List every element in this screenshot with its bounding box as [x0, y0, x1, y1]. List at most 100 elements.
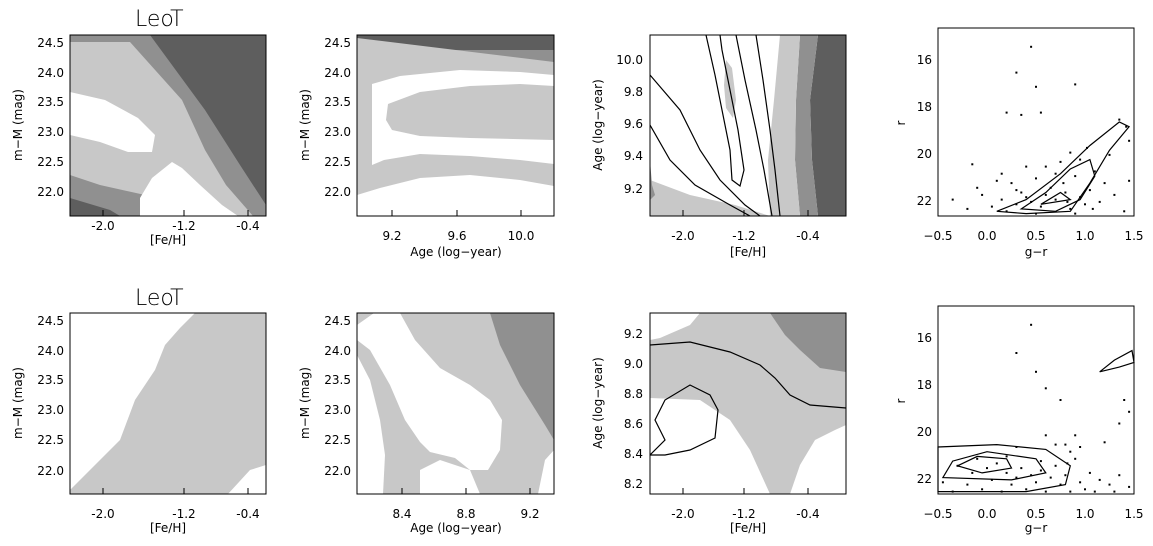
panel-8-star-point: [1025, 488, 1028, 491]
panel-2-xticks: 9.2 9.6 10.0: [382, 210, 534, 243]
panel-4-star-point: [966, 207, 969, 210]
panel-2-yticks: 22.0 22.5 23.0 23.5 24.0 24.5: [324, 36, 351, 199]
panel-7-ylabel: Age (log−year): [591, 357, 605, 449]
panel-8-star-point: [1059, 399, 1062, 401]
panel-8-star-point: [971, 471, 974, 474]
panel-3-contour-outer-left: [650, 74, 761, 216]
panel-4-star-point: [1005, 111, 1008, 114]
panel-8-star-point: [976, 457, 979, 460]
panel-4-star-point: [1074, 175, 1077, 178]
panel-8-star-point: [1074, 457, 1077, 460]
panel-8-star-point: [1030, 323, 1033, 326]
panel-4-star-point: [1093, 170, 1096, 173]
panel-4-star-point: [1044, 165, 1047, 168]
panel-2-ytick-label: 22.0: [324, 185, 351, 199]
panel-3-frame: [649, 34, 847, 217]
panel-8-star-point: [1074, 434, 1077, 437]
panel-6-ylabel: m−M (mag): [298, 367, 312, 439]
panel-4-xtick-label: −0.5: [923, 229, 952, 243]
panel-4-star-point: [1128, 139, 1131, 142]
panel-1-xtick-label: -0.4: [236, 219, 259, 233]
panel-4-star-point: [1079, 196, 1082, 199]
panel-3-xtick-label: -1.2: [732, 229, 755, 243]
panel-3-ytick-label: 9.6: [624, 117, 643, 131]
panel-1-yticks: 22.0 22.5 23.0 23.5 24.0 24.5: [37, 36, 64, 199]
panel-5-ytick-label: 22.0: [37, 464, 64, 478]
panel-8-xtick-label: 0.5: [1026, 507, 1045, 521]
panel-8-xtick-label: 1.0: [1075, 507, 1094, 521]
panel-3-contour-outer-right: [735, 35, 773, 216]
panel-2-ylabel: m−M (mag): [298, 89, 312, 161]
panel-7-frame: [649, 312, 847, 495]
panel-8-star-point: [1020, 467, 1023, 470]
panel-8-star-point: [1054, 464, 1057, 467]
panel-1-ytick-label: 22.0: [37, 185, 64, 199]
panel-8-star-point: [1054, 443, 1057, 446]
panel-8-star-point: [1064, 474, 1067, 477]
panel-4-star-point: [995, 179, 998, 182]
panel-6-ytick-label: 24.0: [324, 344, 351, 358]
panel-5-xtick-label: -2.0: [91, 507, 114, 521]
panel-3-contour-mid-left: [650, 124, 751, 216]
panel-5-title: LeoT: [135, 286, 184, 311]
panel-5-ytick-label: 24.0: [37, 344, 64, 358]
panel-4-star-point: [1015, 71, 1018, 74]
panel-4-star-point: [1005, 210, 1008, 213]
panel-6-plot: [357, 313, 554, 494]
panel-2-ytick-label: 24.5: [324, 36, 351, 50]
panel-4-xtick-label: 0.5: [1026, 229, 1045, 243]
panel-8-star-point: [986, 467, 988, 470]
panel-4-star-point: [1088, 189, 1091, 192]
panel-3-ylabel: Age (log−year): [591, 79, 605, 171]
panel-1-ytick-label: 23.0: [37, 125, 64, 139]
panel-1-xticks: -2.0 -1.2 -0.4: [91, 210, 260, 233]
panel-4-ytick-label: 18: [917, 100, 932, 114]
panel-4-star-point: [1030, 45, 1033, 48]
panel-4-star-point: [1084, 203, 1086, 206]
panel-4-xlabel: g−r: [1025, 245, 1048, 259]
panel-1-xtick-label: -1.2: [172, 219, 195, 233]
panel-6-xtick-label: 8.4: [392, 507, 411, 521]
panel-1-plot: [70, 35, 266, 216]
panel-4-xticks: −0.5 0.0 0.5 1.0 1.5: [923, 229, 1143, 243]
panel-8-star-point: [1035, 481, 1037, 484]
panel-4-ytick-label: 16: [917, 53, 932, 67]
panel-1-xtick-label: -2.0: [91, 219, 114, 233]
panel-6-ytick-label: 22.5: [324, 433, 351, 447]
panel-5-ytick-label: 24.5: [37, 314, 64, 328]
panel-4-star-point: [976, 186, 979, 189]
panel-2-plot: [357, 35, 554, 216]
panel-5-ytick-label: 23.0: [37, 403, 64, 417]
panel-8-ytick-label: 18: [917, 378, 932, 392]
panel-5-light-region: [70, 313, 266, 494]
panel-5-ytick-label: 22.5: [37, 433, 64, 447]
panel-4-yticks: 16 18 20 22: [917, 53, 932, 208]
panel-4-star-point: [1108, 153, 1111, 156]
panel-8-star-point: [1118, 422, 1121, 425]
panel-4-star-point: [1066, 200, 1069, 203]
panel-8-star-point: [1059, 483, 1062, 486]
panel-8-star-point: [1079, 481, 1082, 484]
panel-6-ytick-label: 23.0: [324, 403, 351, 417]
panel-6-white-lower: [420, 460, 480, 494]
panel-1-dark-corner: [70, 198, 120, 216]
panel-8-star-point: [1015, 476, 1018, 479]
panel-2-xtick-label: 10.0: [508, 229, 535, 243]
panel-4-star-point: [1054, 172, 1057, 175]
panel-8-star-point: [1098, 478, 1101, 481]
panel-2-ytick-label: 23.5: [324, 95, 351, 109]
panel-8-star-point: [1079, 446, 1082, 448]
panel-7-plot: [650, 313, 846, 494]
panel-1-xlabel: [Fe/H]: [150, 233, 186, 247]
panel-8-star-point: [1015, 352, 1018, 354]
panel-4-star-point: [1091, 207, 1094, 210]
panel-7-xtick-label: -1.2: [732, 507, 755, 521]
panel-5-ytick-label: 23.5: [37, 373, 64, 387]
panel-4-star-point: [1030, 200, 1033, 203]
panel-8-ytick-label: 20: [917, 425, 932, 439]
panel-4-star-point: [1039, 205, 1042, 208]
panel-4-star-point: [1000, 198, 1003, 201]
panel-8-star-point: [1044, 387, 1047, 390]
panel-7-ytick-label: 8.2: [624, 477, 643, 491]
panel-1-title: LeoT: [135, 7, 184, 32]
